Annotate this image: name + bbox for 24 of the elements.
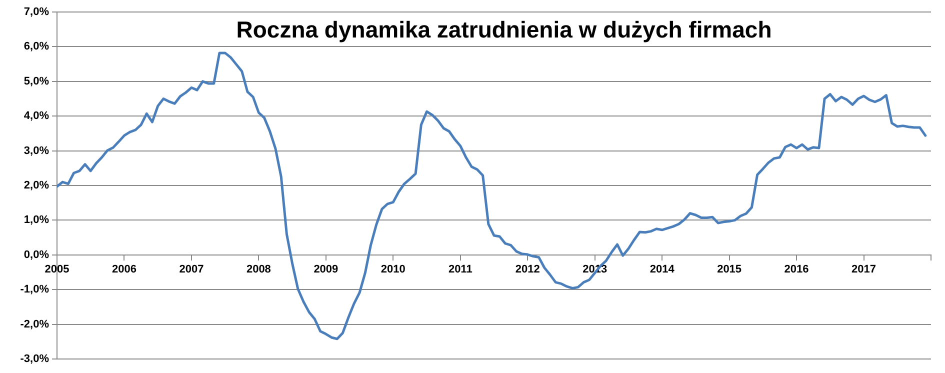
y-tick-label: 3,0% bbox=[24, 144, 50, 157]
x-tick-label: 2009 bbox=[314, 264, 338, 276]
y-tick-label: -3,0% bbox=[20, 353, 50, 366]
x-tick-label: 2012 bbox=[515, 264, 540, 276]
x-tick-label: 2006 bbox=[112, 264, 136, 276]
y-tick-label: 2,0% bbox=[24, 180, 50, 192]
y-tick-label: 5,0% bbox=[24, 75, 50, 88]
x-tick-label: 2017 bbox=[852, 264, 876, 276]
x-tick-label: 2014 bbox=[650, 264, 676, 276]
x-tick-label: 2005 bbox=[44, 264, 70, 276]
x-tick-label: 2007 bbox=[179, 264, 204, 276]
x-tick-label: 2008 bbox=[246, 264, 271, 276]
y-tick-label: 0,0% bbox=[24, 248, 50, 261]
y-tick-label: 4,0% bbox=[24, 110, 50, 122]
y-tick-label: 7,0% bbox=[24, 6, 50, 18]
x-tick-label: 2011 bbox=[448, 264, 472, 276]
chart-title: Roczna dynamika zatrudnienia w dużych firmach bbox=[236, 16, 772, 42]
y-tick-label: 6,0% bbox=[24, 40, 50, 53]
y-tick-label: 1,0% bbox=[24, 214, 50, 226]
x-tick-label: 2010 bbox=[380, 264, 406, 276]
x-tick-label: 2016 bbox=[784, 264, 809, 276]
x-tick-label: 2015 bbox=[717, 264, 742, 276]
y-tick-label: -2,0% bbox=[20, 318, 50, 330]
y-tick-label: -1,0% bbox=[20, 284, 50, 296]
